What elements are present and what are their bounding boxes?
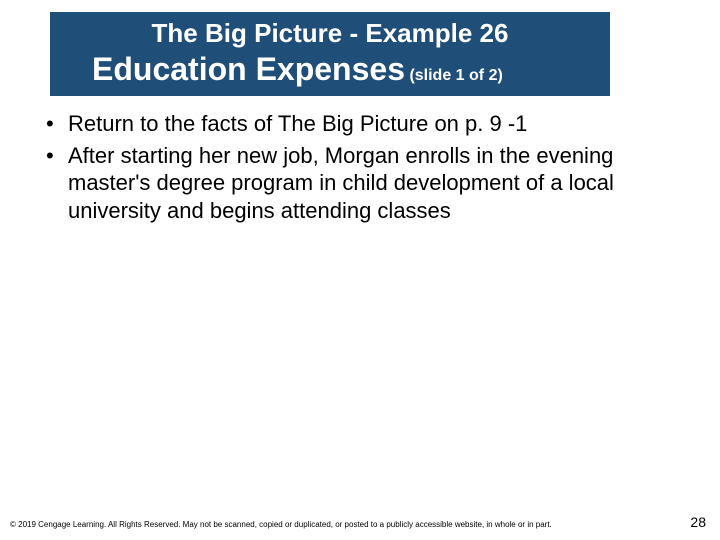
title-box: The Big Picture - Example 26 Education E… <box>50 12 610 96</box>
bullet-list: Return to the facts of The Big Picture o… <box>40 110 680 224</box>
title-row2: Education Expenses (slide 1 of 2) <box>62 51 598 88</box>
slide: The Big Picture - Example 26 Education E… <box>0 0 720 540</box>
title-line1: The Big Picture - Example 26 <box>62 18 598 49</box>
copyright-footer: © 2019 Cengage Learning. All Rights Rese… <box>10 520 670 530</box>
bullet-item: Return to the facts of The Big Picture o… <box>40 110 680 138</box>
slide-body: Return to the facts of The Big Picture o… <box>40 110 680 228</box>
title-sub: (slide 1 of 2) <box>409 67 502 84</box>
bullet-item: After starting her new job, Morgan enrol… <box>40 142 680 225</box>
title-line2: Education Expenses <box>92 51 405 87</box>
page-number: 28 <box>690 514 706 530</box>
